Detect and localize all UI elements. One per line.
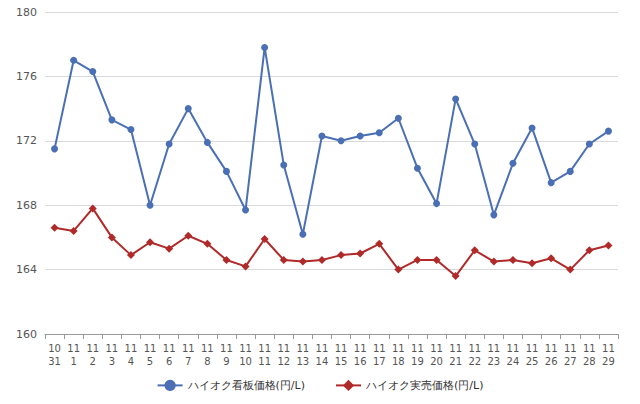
svg-text:23: 23: [487, 356, 500, 367]
svg-text:4: 4: [128, 356, 134, 367]
svg-text:17: 17: [373, 356, 386, 367]
svg-text:7: 7: [185, 356, 191, 367]
svg-text:22: 22: [468, 356, 481, 367]
svg-text:11: 11: [316, 343, 329, 354]
svg-text:176: 176: [16, 70, 37, 83]
svg-text:11: 11: [239, 343, 252, 354]
svg-text:11: 11: [487, 343, 500, 354]
svg-text:11: 11: [545, 343, 558, 354]
svg-text:21: 21: [449, 356, 462, 367]
svg-text:11: 11: [86, 343, 99, 354]
svg-text:15: 15: [335, 356, 348, 367]
svg-text:168: 168: [16, 199, 37, 212]
svg-text:11: 11: [258, 356, 271, 367]
svg-text:ハイオク看板価格(円/L): ハイオク看板価格(円/L): [187, 379, 305, 392]
svg-text:11: 11: [182, 343, 195, 354]
svg-text:19: 19: [411, 356, 424, 367]
svg-text:11: 11: [105, 343, 118, 354]
svg-text:11: 11: [163, 343, 176, 354]
svg-text:ハイオク実売価格(円/L): ハイオク実売価格(円/L): [365, 379, 483, 392]
svg-text:28: 28: [583, 356, 596, 367]
svg-text:9: 9: [223, 356, 229, 367]
svg-text:172: 172: [16, 134, 37, 147]
svg-text:11: 11: [201, 343, 214, 354]
svg-text:6: 6: [166, 356, 172, 367]
svg-text:12: 12: [277, 356, 290, 367]
svg-text:20: 20: [430, 356, 443, 367]
svg-text:11: 11: [296, 343, 309, 354]
svg-text:8: 8: [204, 356, 210, 367]
svg-text:14: 14: [316, 356, 329, 367]
svg-text:11: 11: [258, 343, 271, 354]
svg-text:164: 164: [16, 263, 37, 276]
svg-text:11: 11: [411, 343, 424, 354]
svg-text:11: 11: [125, 343, 138, 354]
svg-text:5: 5: [147, 356, 153, 367]
svg-text:11: 11: [526, 343, 539, 354]
svg-text:1: 1: [70, 356, 76, 367]
svg-text:26: 26: [545, 356, 558, 367]
svg-text:11: 11: [468, 343, 481, 354]
svg-text:27: 27: [564, 356, 577, 367]
svg-text:160: 160: [16, 328, 37, 341]
svg-text:3: 3: [109, 356, 115, 367]
svg-text:11: 11: [392, 343, 405, 354]
svg-text:29: 29: [602, 356, 615, 367]
svg-text:11: 11: [449, 343, 462, 354]
svg-text:11: 11: [354, 343, 367, 354]
svg-text:13: 13: [296, 356, 309, 367]
svg-text:11: 11: [144, 343, 157, 354]
svg-text:11: 11: [67, 343, 80, 354]
svg-text:25: 25: [526, 356, 539, 367]
svg-text:11: 11: [335, 343, 348, 354]
svg-text:10: 10: [48, 343, 61, 354]
svg-text:18: 18: [392, 356, 405, 367]
svg-text:11: 11: [220, 343, 233, 354]
svg-text:10: 10: [239, 356, 252, 367]
svg-text:11: 11: [564, 343, 577, 354]
svg-text:11: 11: [507, 343, 520, 354]
svg-text:2: 2: [90, 356, 96, 367]
svg-text:11: 11: [430, 343, 443, 354]
svg-text:11: 11: [583, 343, 596, 354]
svg-text:11: 11: [373, 343, 386, 354]
svg-text:11: 11: [602, 343, 615, 354]
svg-text:16: 16: [354, 356, 367, 367]
svg-text:11: 11: [277, 343, 290, 354]
svg-text:31: 31: [48, 356, 61, 367]
svg-text:24: 24: [507, 356, 520, 367]
svg-text:180: 180: [16, 6, 37, 19]
